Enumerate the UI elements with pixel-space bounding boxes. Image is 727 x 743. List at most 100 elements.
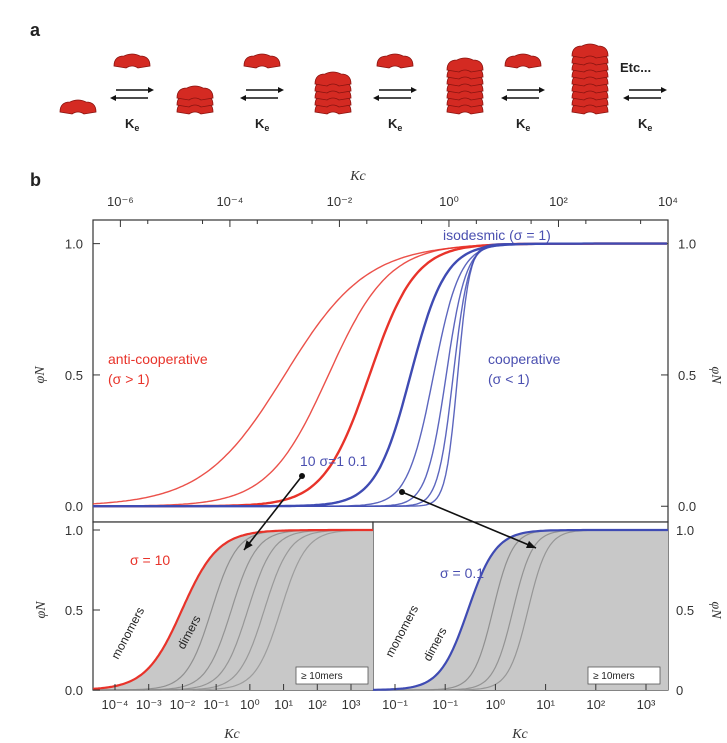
backward-arrowhead-4: [501, 95, 507, 101]
left-inset-x-label: Kc: [223, 727, 240, 742]
forward-arrowhead-3: [411, 87, 417, 93]
main-plot-curves: [92, 242, 667, 508]
inset-x-tick-label: 10²: [308, 697, 327, 712]
disc-stack-1: [59, 99, 97, 115]
left-inset-legend-box: [295, 666, 369, 685]
inset-x-tick-label: 10⁻¹: [382, 697, 408, 712]
top-x-tick-label: 10⁰: [439, 194, 459, 209]
top-x-tick-label: 10²: [549, 194, 568, 209]
left-y-tick-label: 0.5: [65, 368, 83, 383]
equilibrium-constant-4: Ke: [516, 116, 530, 133]
equilibrium-constant-subscript: e: [397, 123, 402, 133]
inset-x-tick-label: 10⁻²: [170, 697, 196, 712]
inset-x-tick-label: 10³: [637, 697, 656, 712]
right-inset-legend-box: [587, 666, 661, 685]
zoom-arrow-left: [243, 475, 303, 551]
equilibrium-constant-subscript: e: [525, 123, 530, 133]
left-y-tick-label: 1.0: [65, 237, 83, 252]
right-inset-y-tick-label: 1.0: [676, 523, 694, 538]
disc-stack-2: [176, 85, 214, 101]
equilibrium-constant-1: Ke: [125, 116, 139, 133]
zoom-arrows: [243, 473, 537, 551]
inset-x-tick-label: 10⁻⁴: [102, 697, 129, 712]
zoom-arrow-left-head: [244, 540, 253, 550]
incoming-monomer-1: [113, 53, 151, 69]
inset-filled-area: [373, 530, 668, 690]
right-y-tick-label: 0.0: [678, 499, 696, 514]
left-inset-y-tick-label: 0.5: [65, 603, 83, 618]
equilibrium-constant-subscript: e: [134, 123, 139, 133]
zoom-origin-right: [399, 489, 405, 495]
anticooperative-label: anti-cooperative: [108, 351, 208, 367]
right-inset-y-tick-label: 0.5: [676, 603, 694, 618]
zoom-arrow-right-head: [526, 540, 536, 548]
left-inset-y-tick-label: 0.0: [65, 683, 83, 698]
anticooperative-sigma-label: (σ > 1): [108, 371, 150, 387]
top-x-tick-label: 10⁻⁴: [216, 194, 243, 209]
inset-x-tick-label: 10⁰: [240, 697, 260, 712]
forward-arrowhead-1: [148, 87, 154, 93]
left-inset-sigma-label: σ = 10: [130, 552, 170, 568]
sigma-range-label: 10 σ=1 0.1: [300, 453, 368, 469]
backward-arrowhead-1: [110, 95, 116, 101]
incoming-monomer-3: [376, 53, 414, 69]
zoom-origin-left: [299, 473, 305, 479]
cooperative-sigma-label: (σ < 1): [488, 371, 530, 387]
aggregation-scheme: Ke Ke Ke Ke Ke Etc...: [59, 43, 667, 133]
inset-x-tick-label: 10⁻¹: [432, 697, 458, 712]
cooperative-label: cooperative: [488, 351, 561, 367]
backward-arrowhead-5: [623, 95, 629, 101]
inset-main-curve: [92, 528, 373, 690]
left-y-axis-label: φN: [33, 366, 48, 384]
right-y-tick-label: 0.5: [678, 368, 696, 383]
inset-x-tick-label: 10²: [586, 697, 605, 712]
right-inset-y-label: φN: [708, 601, 723, 619]
forward-arrowhead-2: [278, 87, 284, 93]
backward-arrowhead-2: [240, 95, 246, 101]
panel-a-label: a: [30, 20, 41, 40]
left-inset-y-tick-label: 1.0: [65, 523, 83, 538]
incoming-monomer-2: [243, 53, 281, 69]
inset-x-tick-label: 10¹: [536, 697, 555, 712]
main-axis-ticks: 10⁻⁶ 10⁻⁴ 10⁻² 10⁰ 10² 10⁴ 0.0 0.0 0.5 0.5 1.0 1.0: [65, 194, 696, 514]
backward-arrowhead-3: [373, 95, 379, 101]
forward-arrowhead-5: [661, 87, 667, 93]
curve-sigma-0.0001: [93, 242, 667, 507]
inset-aggregate-band: [93, 529, 373, 691]
right-y-axis-label: φN: [708, 366, 723, 384]
disc-stack-3: [314, 71, 352, 87]
left-inset-plot: 10⁻⁴ 10⁻³ 10⁻² 10⁻¹ 10⁰ 10¹ 10² 10³ 0.0 0 0.5 0.5 1.…: [65, 523, 694, 712]
zoom-arrow-right: [401, 491, 537, 549]
right-inset-x-label: Kc: [511, 727, 528, 742]
inset-x-tick-label: 10⁰: [486, 697, 506, 712]
disc-stack-4: [446, 57, 484, 73]
inset-x-tick-label: 10⁻¹: [203, 697, 229, 712]
top-x-tick-label: 10⁻⁶: [107, 194, 134, 209]
right-y-tick-label: 1.0: [678, 237, 696, 252]
inset-x-tick-label: 10⁻³: [136, 697, 162, 712]
top-x-axis-label: Kc: [349, 169, 366, 184]
equilibrium-constant-3: Ke: [388, 116, 402, 133]
etc-label: Etc...: [620, 60, 651, 75]
inset-x-tick-label: 10¹: [274, 697, 293, 712]
inset-x-tick-label: 10³: [342, 697, 361, 712]
left-y-tick-label: 0.0: [65, 499, 83, 514]
inset-main-curve: [373, 528, 668, 691]
disc-stack-5: [571, 43, 609, 59]
right-inset-sigma-label: σ = 0.1: [440, 565, 484, 581]
equilibrium-constant-subscript: e: [647, 123, 652, 133]
main-plot-frame: [92, 219, 669, 523]
equilibrium-constant-5: Ke: [638, 116, 652, 133]
equilibrium-constant-subscript: e: [264, 123, 269, 133]
top-x-tick-label: 10⁻²: [327, 194, 353, 209]
right-inset-plot: 10⁻¹ 10⁻¹ 10⁰ 10¹ 10² 10³: [373, 528, 668, 712]
forward-arrowhead-4: [539, 87, 545, 93]
right-inset-legend: ≥ 10mers: [593, 671, 635, 682]
left-inset-y-label: φN: [34, 601, 49, 619]
top-x-tick-label: 10⁴: [658, 194, 678, 209]
equilibrium-constant-2: Ke: [255, 116, 269, 133]
right-inset-y-tick-label: 0: [676, 683, 683, 698]
panel-b-label: b: [30, 170, 41, 190]
left-inset-legend: ≥ 10mers: [301, 671, 343, 682]
